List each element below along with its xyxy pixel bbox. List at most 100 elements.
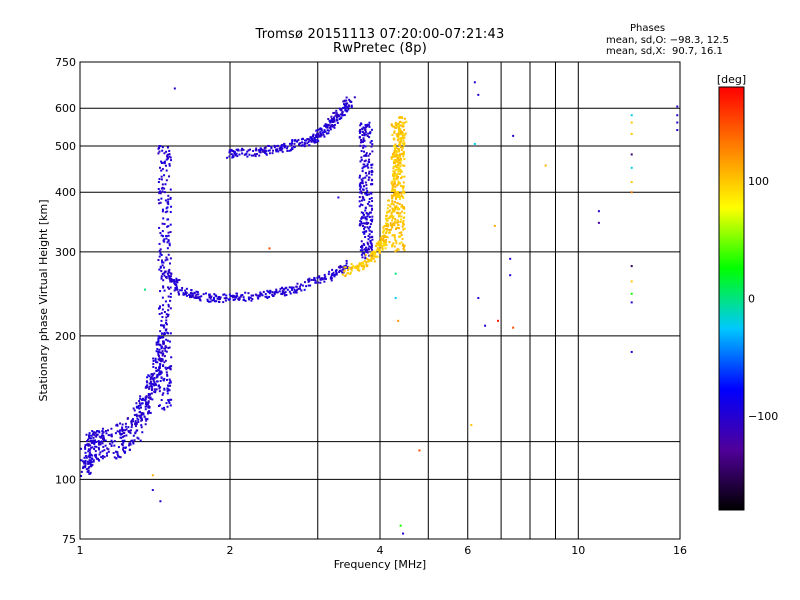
trace-point [161,407,164,410]
trace-point [169,257,172,260]
trace-point [166,374,169,377]
trace-point [392,192,395,195]
trace-point [116,423,119,426]
trace-point [175,277,178,280]
trace-point [169,196,172,199]
trace-point [90,446,93,449]
trace-point [169,211,172,214]
trace-point [334,114,337,117]
trace-point [385,222,388,225]
trace-point [84,466,87,469]
trace-point [359,124,362,127]
scatter-point [544,164,547,167]
trace-point [397,183,400,186]
trace-point [248,298,251,301]
trace-point [400,153,403,156]
trace-point [362,137,365,140]
trace-point [403,175,406,178]
trace-point [367,213,370,216]
trace-point [333,119,336,122]
trace-point [80,447,83,450]
trace-point [162,235,165,238]
trace-point [264,146,267,149]
trace-point [365,152,368,155]
trace-point [400,195,403,198]
trace-point [158,192,161,195]
trace-point [356,264,359,267]
trace-point [166,241,169,244]
trace-point [327,273,330,276]
trace-point [362,216,365,219]
trace-point [361,246,364,249]
trace-point [92,433,95,436]
trace-point [402,181,405,184]
trace-point [403,128,406,131]
scatter-point [173,87,176,90]
trace-point [275,288,278,291]
trace-point [401,132,404,135]
scatter-point [509,274,512,277]
trace-point [368,245,371,248]
trace-point [350,104,353,107]
trace-point [319,132,322,135]
trace-point [402,222,405,225]
trace-point [370,248,373,251]
trace-point [341,268,344,271]
trace-point [393,173,396,176]
trace-point [289,149,292,152]
trace-point [155,343,158,346]
trace-point [390,123,393,126]
trace-point [275,289,278,292]
trace-point [149,396,152,399]
trace-point [214,294,217,297]
trace-point [159,201,162,204]
trace-point [271,291,274,294]
trace-point [312,278,315,281]
scatter-point [509,257,512,260]
trace-point [326,126,329,129]
scatter-point [484,324,487,327]
trace-point [323,130,326,133]
trace-point [363,134,366,137]
trace-point [296,140,299,143]
trace-point [328,119,331,122]
trace-point [346,109,349,112]
trace-point [396,248,399,251]
trace-point [393,125,396,128]
trace-point [238,296,241,299]
scatter-point [477,93,480,96]
trace-point [170,205,173,208]
trace-point [235,292,238,295]
trace-point [190,296,193,299]
trace-point [402,247,405,250]
trace-point [363,139,366,142]
trace-point [332,116,335,119]
trace-point [84,462,87,465]
trace-point [399,131,402,134]
trace-point [94,434,97,437]
trace-point [148,410,151,413]
trace-point [165,276,168,279]
trace-point [394,143,397,146]
trace-point [370,246,373,249]
trace-point [396,161,399,164]
trace-point [156,361,159,364]
trace-point [168,163,171,166]
trace-point [290,142,293,145]
trace-point [390,157,393,160]
trace-point [346,106,349,109]
trace-point [326,124,329,127]
scatter-point [630,121,633,124]
plot-frame [79,61,681,540]
trace-point [140,426,143,429]
trace-point [264,293,267,296]
trace-point [336,121,339,124]
trace-point [358,269,361,272]
trace-point [390,203,393,206]
trace-point [399,140,402,143]
trace-point [355,265,358,268]
trace-point [281,147,284,150]
trace-point [158,343,161,346]
trace-point [402,191,405,194]
trace-point [87,462,90,465]
